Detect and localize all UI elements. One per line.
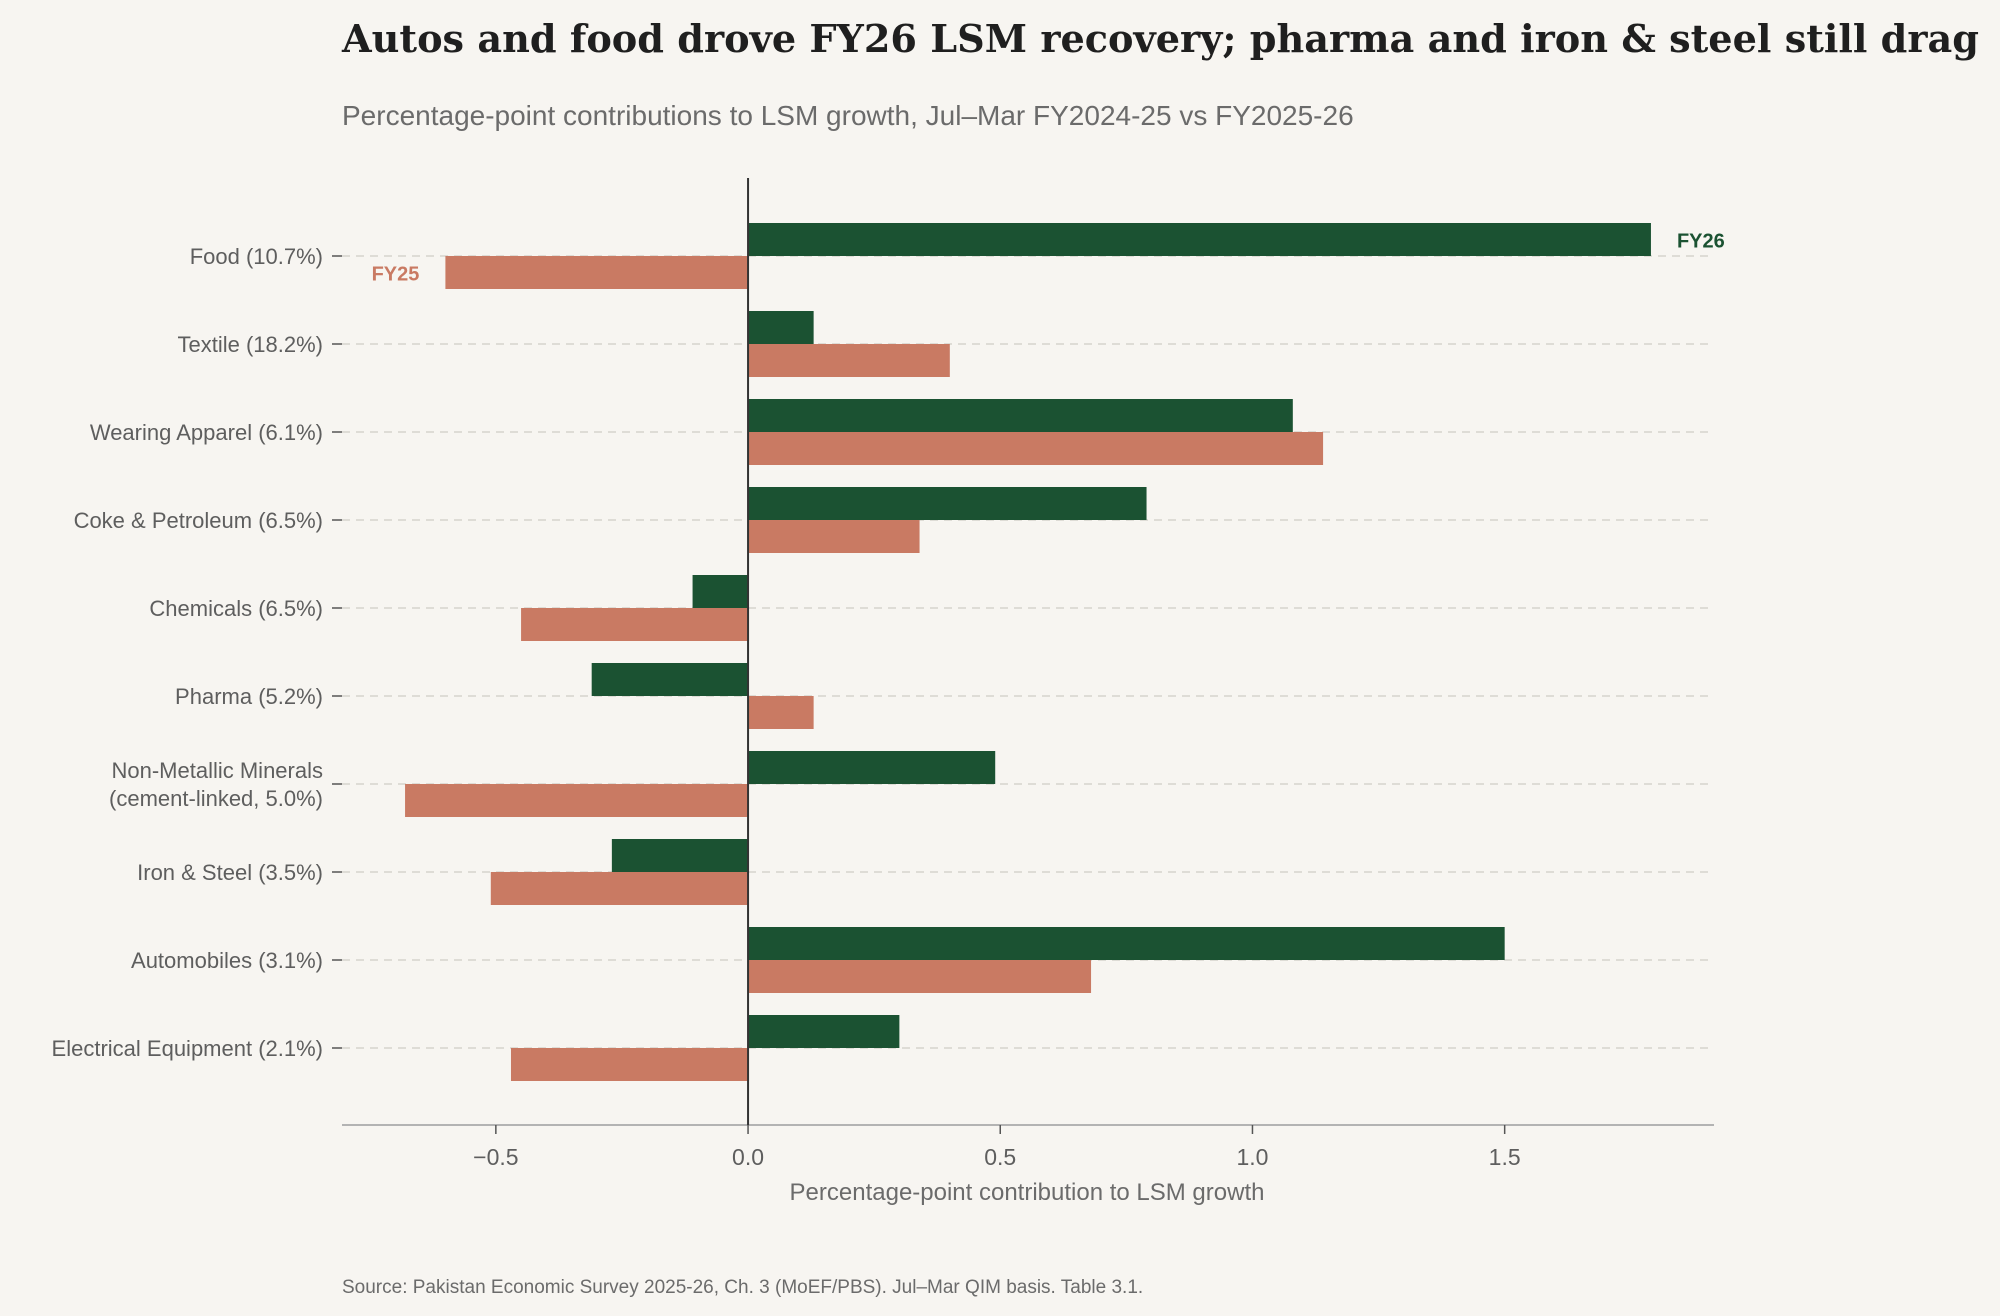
bar-fy26 [591, 663, 749, 696]
bar-fy26 [748, 311, 814, 344]
y-tick-label: Non-Metallic Minerals (cement-linked, 5.0… [109, 758, 323, 811]
y-tick-label: Textile (18.2%) [177, 332, 323, 357]
y-tick-label: Electrical Equipment (2.1%) [52, 1036, 323, 1061]
y-tick-label: Pharma (5.2%) [175, 684, 323, 709]
bar-fy26 [748, 927, 1505, 960]
x-tick-label: 1.0 [1236, 1144, 1268, 1170]
x-tick-label: −0.5 [473, 1144, 518, 1170]
y-tick-label: Wearing Apparel (6.1%) [90, 420, 323, 445]
bar-fy26 [748, 751, 996, 784]
bar-fy26 [611, 839, 749, 872]
bar-fy25 [510, 1048, 749, 1081]
bar-fy25 [748, 960, 1092, 993]
axes [332, 178, 1714, 1134]
bar-fy25 [748, 432, 1324, 465]
chart-title: Autos and food drove FY26 LSM recovery; … [341, 16, 1979, 61]
y-tick-label-line: (cement-linked, 5.0%) [109, 786, 323, 811]
x-tick-label: 1.5 [1489, 1144, 1521, 1170]
bar-fy26 [692, 575, 749, 608]
y-tick-label-line: Non-Metallic Minerals [111, 758, 323, 783]
bar-fy25 [490, 872, 749, 905]
source-note: Source: Pakistan Economic Survey 2025-26… [342, 1277, 1143, 1298]
y-tick-label: Food (10.7%) [190, 244, 323, 269]
bars [405, 223, 1651, 1081]
bar-fy26 [748, 487, 1147, 520]
bar-fy25 [748, 520, 920, 553]
bar-fy25 [748, 696, 814, 729]
y-tick-label: Automobiles (3.1%) [131, 948, 323, 973]
bar-fy26 [748, 223, 1651, 256]
chart-subtitle: Percentage-point contributions to LSM gr… [342, 100, 1354, 131]
bar-fy26 [748, 1015, 900, 1048]
series-label-fy26: FY26 [1677, 231, 1725, 253]
y-tick-label: Iron & Steel (3.5%) [137, 860, 323, 885]
labels: Food (10.7%) Textile (18.2%) Wearing Appar… [52, 231, 1725, 1171]
bar-fy25 [405, 784, 749, 817]
bar-fy25 [445, 256, 749, 289]
y-tick-label: Coke & Petroleum (6.5%) [74, 508, 323, 533]
bar-fy25 [521, 608, 749, 641]
bar-fy26 [748, 399, 1293, 432]
bar-fy25 [748, 344, 950, 377]
x-axis-label: Percentage-point contribution to LSM gro… [790, 1179, 1265, 1206]
x-tick-label: 0.0 [732, 1144, 764, 1170]
x-tick-label: 0.5 [984, 1144, 1016, 1170]
y-tick-label: Chemicals (6.5%) [149, 596, 323, 621]
series-label-fy25: FY25 [372, 264, 420, 286]
